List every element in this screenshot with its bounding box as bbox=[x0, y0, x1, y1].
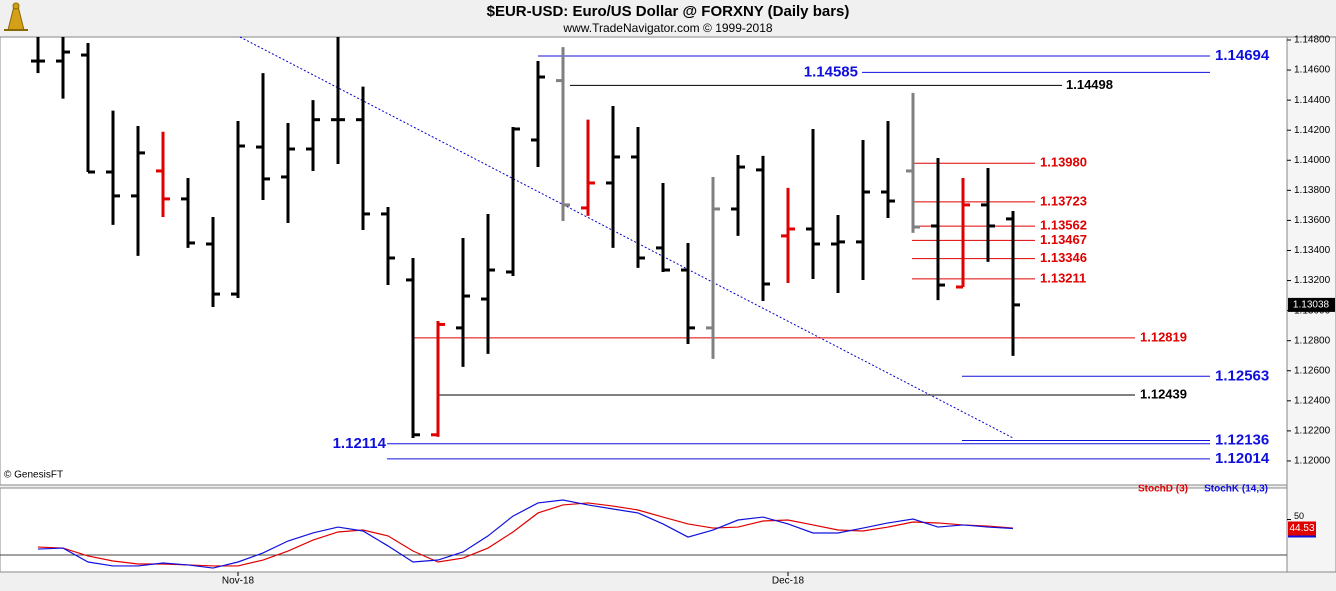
stoch-tick-label: 50 bbox=[1294, 511, 1304, 521]
y-tick-label: 1.12200 bbox=[1294, 426, 1331, 437]
level-label: 1.12136 bbox=[1215, 431, 1269, 448]
y-tick-label: 1.12800 bbox=[1294, 335, 1331, 346]
logo bbox=[4, 2, 28, 31]
level-label: 1.13723 bbox=[1040, 193, 1087, 208]
level-label: 1.13980 bbox=[1040, 155, 1087, 170]
y-tick-label: 1.14400 bbox=[1294, 95, 1331, 106]
y-tick-label: 1.14600 bbox=[1294, 65, 1331, 76]
y-tick-label: 1.14800 bbox=[1294, 35, 1331, 46]
last-price-box bbox=[1288, 297, 1335, 312]
level-label: 1.14694 bbox=[1215, 47, 1270, 64]
stoch-last-box bbox=[1288, 521, 1316, 536]
price-panel bbox=[0, 36, 1288, 486]
y-tick-label: 1.12600 bbox=[1294, 365, 1331, 376]
level-label: 1.12114 bbox=[333, 435, 387, 452]
trendline bbox=[239, 36, 1014, 439]
stoch-line bbox=[37, 499, 1014, 569]
y-tick-label: 1.14000 bbox=[1294, 155, 1331, 166]
y-tick-label: 1.13800 bbox=[1294, 185, 1331, 196]
level-label: 1.12014 bbox=[1215, 450, 1270, 467]
chart-subtitle: www.TradeNavigator.com © 1999-2018 bbox=[562, 21, 772, 35]
level-label: 1.13346 bbox=[1040, 250, 1087, 265]
x-tick-label: Dec-18 bbox=[772, 576, 805, 587]
level-label: 1.13211 bbox=[1040, 270, 1086, 285]
level-label: 1.14498 bbox=[1066, 77, 1113, 92]
legend-entry: StochD (3) bbox=[1138, 484, 1188, 495]
y-tick-label: 1.13400 bbox=[1294, 245, 1331, 256]
level-label: 1.12819 bbox=[1140, 329, 1187, 344]
indicator-panel bbox=[0, 487, 1288, 573]
credit: © GenesisFT bbox=[4, 470, 63, 481]
level-label: 1.12439 bbox=[1140, 386, 1187, 401]
legend-entry: StochK (14,3) bbox=[1204, 484, 1268, 495]
level-label: 1.13467 bbox=[1040, 232, 1087, 247]
x-tick-label: Nov-18 bbox=[222, 576, 255, 587]
y-tick-label: 1.13200 bbox=[1294, 275, 1331, 286]
y-tick-label: 1.14200 bbox=[1294, 125, 1331, 136]
y-tick-label: 1.13600 bbox=[1294, 215, 1331, 226]
y-tick-label: 1.12400 bbox=[1294, 395, 1331, 406]
level-label: 1.12563 bbox=[1215, 367, 1269, 384]
level-label: 1.13562 bbox=[1040, 218, 1087, 233]
chart-title: $EUR-USD: Euro/US Dollar @ FORXNY (Daily… bbox=[487, 3, 850, 20]
y-tick-label: 1.12000 bbox=[1294, 456, 1331, 467]
last-price-label: 1.13038 bbox=[1293, 300, 1330, 311]
level-label: 1.14585 bbox=[804, 63, 858, 80]
stoch-last-label: 44.53 bbox=[1289, 523, 1314, 534]
